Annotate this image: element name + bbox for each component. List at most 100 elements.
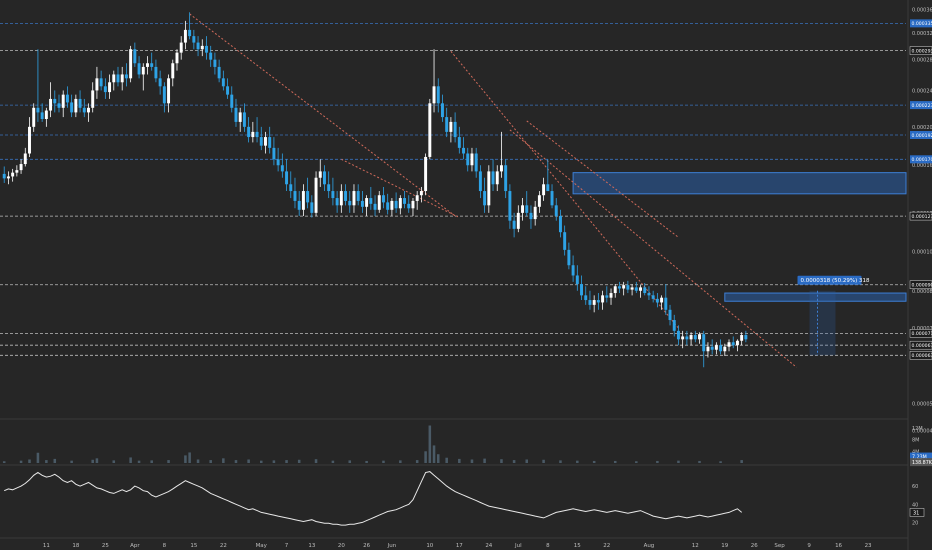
candle-body — [221, 78, 225, 87]
price-zone — [572, 172, 907, 195]
price-tick-label: 0.0002800 — [912, 58, 932, 64]
time-tick-label: 25 — [102, 543, 109, 549]
candle-body — [529, 212, 533, 220]
candle-body — [91, 90, 95, 108]
price-label-box — [910, 101, 932, 110]
candle-body — [192, 36, 196, 43]
candle-body — [596, 300, 600, 303]
volume-bar — [399, 460, 402, 463]
price-label-box — [909, 329, 932, 338]
candle-body — [424, 156, 428, 192]
candle-body — [605, 295, 609, 298]
candle-body — [49, 98, 53, 111]
candle-body — [230, 94, 234, 108]
candle-body — [601, 295, 605, 303]
candle-body — [276, 159, 280, 166]
candle-body — [689, 335, 693, 340]
volume-label-text: 7.23M — [912, 455, 927, 461]
time-tick-label: Aug — [644, 543, 655, 549]
price-tick-label: 0.0000500 — [912, 402, 932, 408]
candle-body — [398, 198, 402, 209]
candle-body — [567, 249, 571, 266]
volume-bar — [740, 460, 743, 463]
candle-body — [546, 184, 550, 192]
price-label-box — [909, 211, 932, 221]
candle-body — [660, 297, 664, 303]
candle-body — [495, 171, 499, 185]
volume-bar — [470, 459, 474, 463]
volume-bar — [70, 460, 73, 463]
candle-body — [234, 107, 238, 122]
candle-body — [643, 287, 647, 294]
candle-body — [99, 78, 103, 87]
candle-body — [57, 103, 61, 108]
volume-bar — [525, 459, 529, 463]
price-label-box — [909, 351, 932, 360]
candle-body — [120, 74, 124, 83]
candle-body — [436, 86, 440, 104]
candle-body — [710, 346, 714, 350]
time-tick-label: 13 — [308, 543, 315, 549]
time-tick-label: 17 — [456, 543, 463, 549]
candle-body — [731, 342, 735, 346]
rsi-last-box — [909, 508, 925, 517]
candle-body — [453, 121, 457, 138]
candle-body — [129, 49, 133, 79]
candle-body — [95, 78, 99, 91]
candle-body — [162, 86, 166, 104]
candle-body — [617, 286, 621, 289]
volume-series — [2, 425, 743, 463]
candle-body — [719, 345, 723, 352]
price-label-text: 0.0000907 — [912, 283, 932, 289]
candle-body — [698, 334, 701, 340]
volume-bar — [576, 460, 579, 463]
volume-bar — [129, 457, 132, 463]
trendline — [341, 158, 460, 218]
volume-bar — [285, 460, 288, 463]
candle-body — [487, 171, 491, 206]
price-tick-label: 0.0000730 — [912, 326, 932, 332]
candle-body — [706, 346, 710, 352]
candle-body — [440, 103, 444, 118]
price-tick-label: 0.0003600 — [912, 7, 932, 13]
price-tick-label: 0.0002400 — [912, 88, 932, 94]
time-tick-label: Jun — [387, 543, 397, 549]
candle-body — [344, 191, 348, 201]
volume-bar — [209, 460, 212, 463]
candle-body — [415, 195, 419, 201]
volume-bar — [348, 460, 352, 463]
volume-tick-label: 8M — [912, 438, 920, 444]
candle-body — [280, 165, 284, 172]
candle-body — [668, 309, 672, 321]
price-label-box — [909, 340, 932, 350]
time-tick-label: Jul — [514, 543, 522, 549]
volume-label-box — [910, 458, 932, 467]
candle-body — [352, 191, 356, 206]
candle-body — [521, 205, 525, 213]
candle-body — [580, 284, 584, 296]
candle-body — [655, 298, 659, 303]
volume-bar — [719, 461, 722, 463]
candle-body — [314, 177, 318, 213]
candle-body — [78, 98, 82, 108]
candle-body — [588, 300, 592, 305]
candle-body — [394, 200, 398, 209]
volume-bar — [222, 458, 225, 463]
candle-body — [381, 195, 385, 203]
candle-body — [563, 232, 567, 250]
time-tick-label: Apr — [130, 543, 140, 549]
price-label-box — [910, 130, 932, 139]
volume-bar — [365, 460, 368, 463]
price-tick-label: 0.0002000 — [912, 125, 932, 131]
price-tick-label: 0.0001070 — [912, 250, 932, 256]
candle-body — [70, 102, 74, 113]
price-label-text: 0.0000711 — [912, 331, 932, 337]
price-label-text: 0.0001700 — [912, 157, 932, 163]
volume-bar — [677, 460, 680, 463]
candle-body — [672, 320, 676, 331]
volume-bar — [445, 457, 448, 463]
price-label-text: 0.0001279 — [912, 214, 932, 220]
candle-body — [272, 147, 276, 160]
candle-body — [676, 330, 680, 340]
